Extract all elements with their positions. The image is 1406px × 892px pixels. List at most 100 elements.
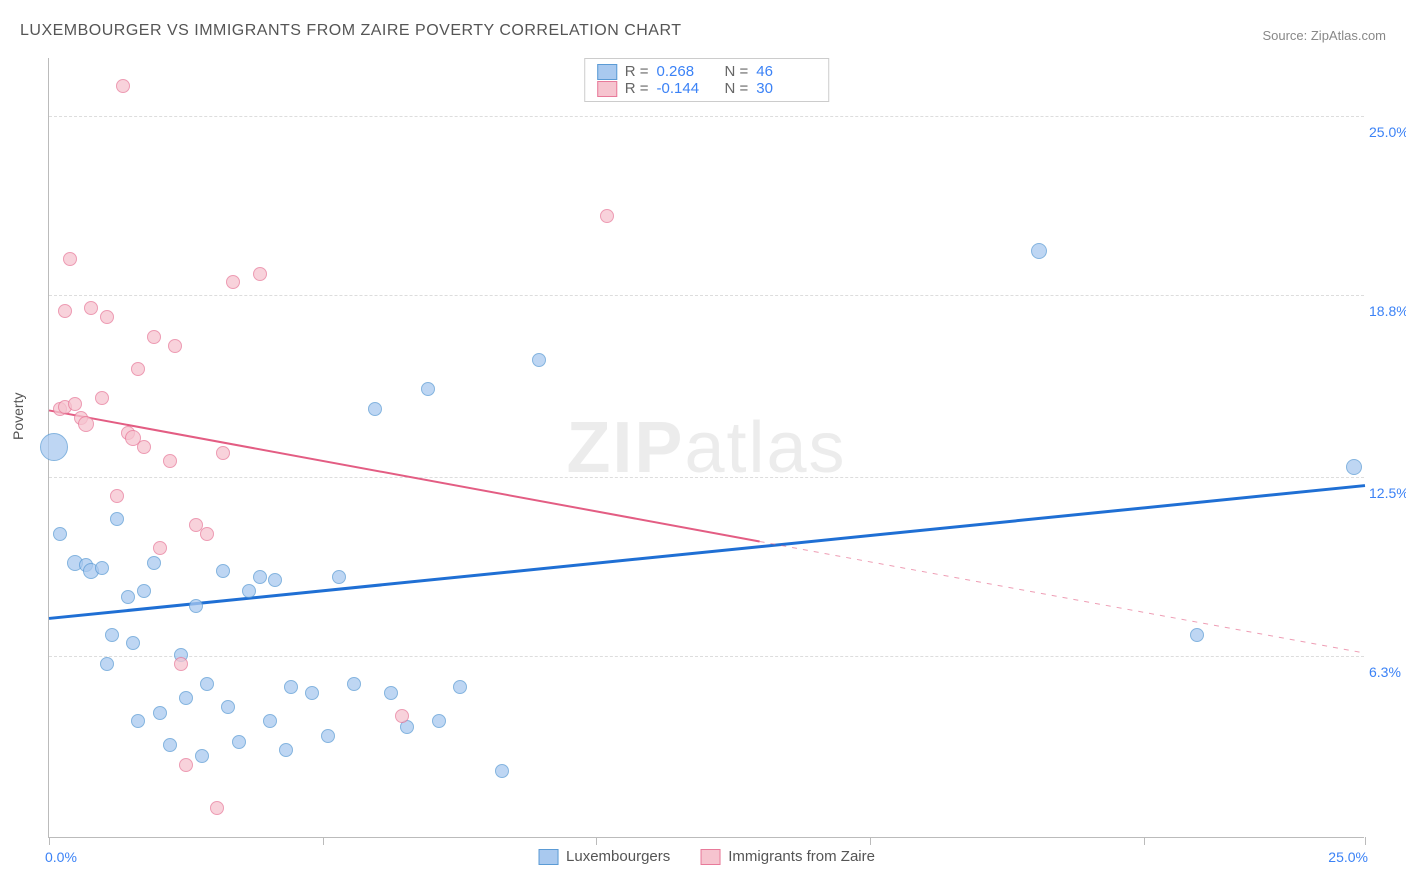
data-point <box>95 561 109 575</box>
gridline <box>49 477 1364 478</box>
data-point <box>153 541 167 555</box>
swatch-series-2 <box>597 81 617 97</box>
data-point <box>195 749 209 763</box>
chart-title: LUXEMBOURGER VS IMMIGRANTS FROM ZAIRE PO… <box>20 22 682 40</box>
data-point <box>263 714 277 728</box>
data-point <box>432 714 446 728</box>
data-point <box>284 680 298 694</box>
y-tick-label: 12.5% <box>1369 485 1406 501</box>
data-point <box>321 729 335 743</box>
r-value-series-1: 0.268 <box>657 63 717 80</box>
data-point <box>1346 459 1362 475</box>
r-label: R = <box>625 63 649 80</box>
data-point <box>163 454 177 468</box>
n-value-series-1: 46 <box>756 63 816 80</box>
stats-row-series-1: R = 0.268 N = 46 <box>597 63 817 80</box>
data-point <box>532 353 546 367</box>
data-point <box>131 362 145 376</box>
legend-item-1: Luxembourgers <box>538 848 670 865</box>
data-point <box>110 512 124 526</box>
plot-area: ZIPatlas 6.3%12.5%18.8%25.0% 0.0% 25.0% … <box>48 58 1364 838</box>
data-point <box>221 700 235 714</box>
x-tick <box>1144 837 1145 845</box>
data-point <box>137 440 151 454</box>
data-point <box>100 657 114 671</box>
r-value-series-2: -0.144 <box>657 80 717 97</box>
y-tick-label: 6.3% <box>1369 664 1406 680</box>
data-point <box>268 573 282 587</box>
data-point <box>179 758 193 772</box>
trend-line <box>49 486 1365 619</box>
swatch-series-1 <box>597 64 617 80</box>
legend-label-2: Immigrants from Zaire <box>728 848 875 865</box>
n-label: N = <box>725 63 749 80</box>
data-point <box>163 738 177 752</box>
data-point <box>1190 628 1204 642</box>
x-tick <box>1365 837 1366 845</box>
data-point <box>126 636 140 650</box>
x-axis-min-label: 0.0% <box>45 849 77 865</box>
n-value-series-2: 30 <box>756 80 816 97</box>
data-point <box>200 527 214 541</box>
data-point <box>110 489 124 503</box>
data-point <box>384 686 398 700</box>
legend-label-1: Luxembourgers <box>566 848 670 865</box>
watermark-part1: ZIP <box>566 408 684 488</box>
data-point <box>95 391 109 405</box>
data-point <box>84 301 98 315</box>
data-point <box>253 570 267 584</box>
n-label: N = <box>725 80 749 97</box>
data-point <box>232 735 246 749</box>
data-point <box>1031 243 1047 259</box>
data-point <box>421 382 435 396</box>
gridline <box>49 295 1364 296</box>
data-point <box>40 433 68 461</box>
data-point <box>332 570 346 584</box>
bottom-legend: Luxembourgers Immigrants from Zaire <box>538 848 875 865</box>
data-point <box>68 397 82 411</box>
gridline <box>49 116 1364 117</box>
data-point <box>53 527 67 541</box>
data-point <box>168 339 182 353</box>
data-point <box>495 764 509 778</box>
data-point <box>147 330 161 344</box>
data-point <box>305 686 319 700</box>
trendlines-svg <box>49 58 1365 838</box>
data-point <box>121 590 135 604</box>
data-point <box>131 714 145 728</box>
data-point <box>226 275 240 289</box>
data-point <box>116 79 130 93</box>
data-point <box>600 209 614 223</box>
data-point <box>453 680 467 694</box>
watermark-part2: atlas <box>684 408 846 488</box>
data-point <box>174 657 188 671</box>
r-label: R = <box>625 80 649 97</box>
y-axis-label: Poverty <box>10 393 26 440</box>
data-point <box>105 628 119 642</box>
data-point <box>242 584 256 598</box>
data-point <box>78 416 94 432</box>
trend-line-dashed <box>760 541 1365 653</box>
data-point <box>179 691 193 705</box>
x-tick <box>49 837 50 845</box>
data-point <box>216 564 230 578</box>
data-point <box>368 402 382 416</box>
data-point <box>347 677 361 691</box>
data-point <box>137 584 151 598</box>
data-point <box>153 706 167 720</box>
stats-legend: R = 0.268 N = 46 R = -0.144 N = 30 <box>584 58 830 102</box>
x-tick <box>596 837 597 845</box>
x-tick <box>870 837 871 845</box>
data-point <box>395 709 409 723</box>
data-point <box>200 677 214 691</box>
data-point <box>216 446 230 460</box>
x-axis-max-label: 25.0% <box>1328 849 1368 865</box>
data-point <box>63 252 77 266</box>
data-point <box>279 743 293 757</box>
data-point <box>253 267 267 281</box>
source-attribution: Source: ZipAtlas.com <box>1262 28 1386 43</box>
legend-item-2: Immigrants from Zaire <box>700 848 875 865</box>
x-tick <box>323 837 324 845</box>
data-point <box>147 556 161 570</box>
gridline <box>49 656 1364 657</box>
